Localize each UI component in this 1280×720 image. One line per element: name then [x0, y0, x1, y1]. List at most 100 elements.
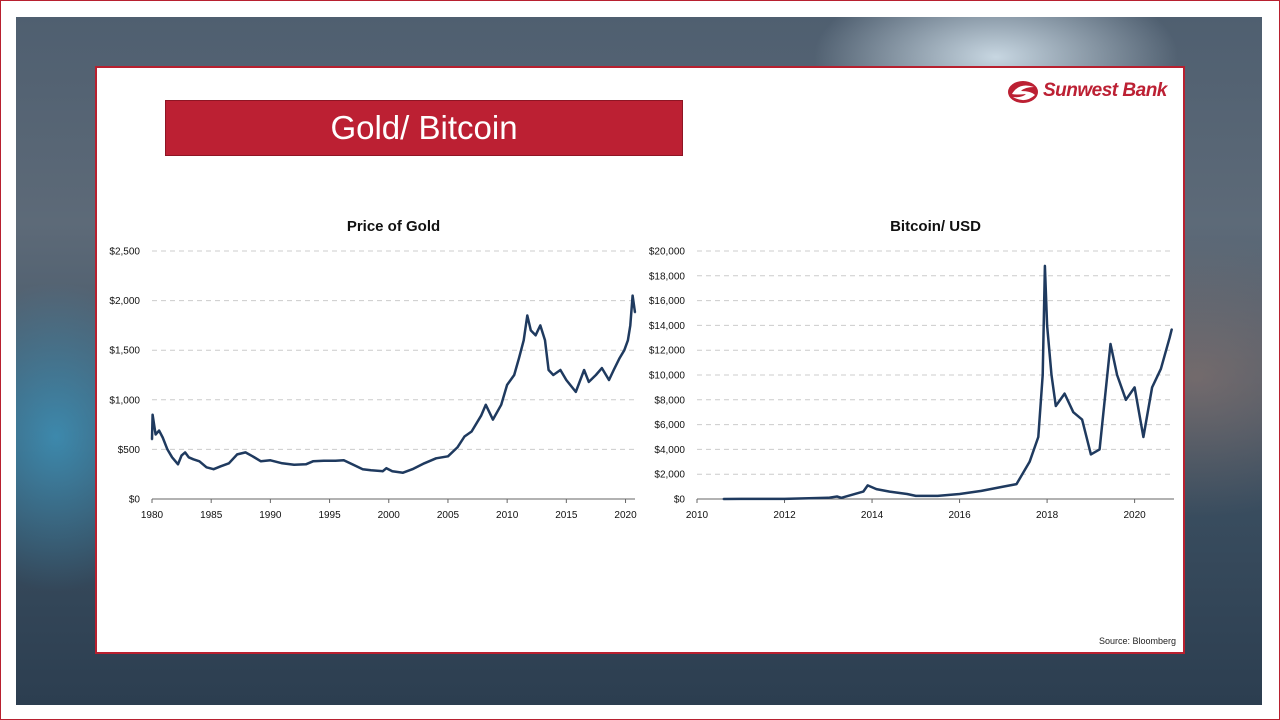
- data-point: [1133, 386, 1136, 389]
- data-point: [205, 466, 208, 469]
- data-point: [1142, 436, 1145, 438]
- data-point: [361, 468, 364, 471]
- data-point: [539, 324, 542, 327]
- data-point: [1168, 336, 1171, 339]
- data-point: [244, 451, 247, 454]
- data-point: [342, 459, 345, 462]
- data-point: [411, 468, 414, 471]
- data-point: [1109, 343, 1112, 345]
- logo-text: Sunwest Bank: [1043, 80, 1167, 101]
- data-point: [198, 460, 201, 463]
- data-point: [435, 457, 438, 460]
- y-tick-label: $0: [129, 495, 141, 506]
- gold-price-chart: Price of Gold $0 $500 $1,000 $1,500 $2,000 $2,…: [109, 218, 637, 521]
- y-tick-label: $2,000: [109, 296, 140, 307]
- data-point: [269, 459, 272, 462]
- data-point: [1151, 386, 1154, 389]
- data-point: [587, 381, 590, 383]
- logo-swoosh-icon: [1008, 81, 1038, 103]
- data-point: [151, 413, 154, 416]
- data-point: [1124, 398, 1127, 401]
- data-point: [423, 462, 426, 465]
- x-tick-label: 2020: [1123, 510, 1146, 521]
- data-point: [251, 455, 254, 458]
- x-tick-label: 1995: [318, 510, 341, 521]
- data-point: [866, 484, 869, 487]
- data-point: [187, 456, 190, 459]
- data-point: [862, 490, 865, 493]
- data-point: [629, 324, 632, 327]
- data-point: [391, 470, 394, 473]
- data-point: [1044, 264, 1046, 267]
- data-point: [177, 463, 179, 466]
- data-point: [608, 379, 610, 381]
- data-point: [565, 379, 568, 381]
- data-point: [980, 490, 983, 492]
- chart-title: Price of Gold: [347, 218, 440, 235]
- data-point: [626, 339, 629, 342]
- y-tick-label: $1,000: [109, 395, 140, 406]
- data-point: [1015, 483, 1018, 486]
- y-tick-label: $1,500: [109, 346, 140, 357]
- data-point: [547, 369, 550, 371]
- sunwest-bank-logo: Sunwest Bank: [1007, 78, 1173, 108]
- data-point: [228, 462, 230, 465]
- data-point: [1041, 374, 1044, 376]
- data-point: [574, 390, 577, 393]
- bitcoin-usd-chart: Bitcoin/ USD $0 $2,000 $4,000 $6,000 $8,000 $1…: [649, 218, 1174, 521]
- data-point: [1081, 418, 1084, 421]
- y-tick-label: $4,000: [654, 445, 685, 456]
- y-tick-label: $500: [118, 445, 141, 456]
- data-point: [151, 438, 153, 441]
- y-tick-label: $16,000: [649, 296, 686, 307]
- data-point: [522, 339, 525, 342]
- data-point: [219, 465, 222, 468]
- y-tick-label: $20,000: [649, 247, 686, 258]
- data-point: [1002, 485, 1005, 488]
- data-point: [526, 314, 529, 317]
- series-line: [150, 294, 637, 474]
- data-point: [381, 470, 384, 473]
- data-point: [334, 459, 337, 462]
- data-point: [612, 369, 615, 371]
- y-tick-label: $10,000: [649, 371, 686, 382]
- data-point: [906, 493, 908, 495]
- y-tick-label: $0: [674, 495, 686, 506]
- data-point: [192, 458, 195, 461]
- data-point: [456, 446, 459, 449]
- data-point: [827, 496, 830, 499]
- data-point: [1037, 436, 1040, 438]
- data-point: [480, 414, 483, 417]
- x-tick-label: 2015: [555, 510, 578, 521]
- data-point: [544, 339, 546, 342]
- data-point: [1159, 367, 1162, 370]
- data-point: [600, 367, 603, 369]
- x-tick-label: 2000: [378, 510, 401, 521]
- data-point: [595, 374, 597, 376]
- data-point: [1085, 436, 1088, 438]
- data-point: [304, 463, 307, 466]
- data-point: [500, 403, 503, 406]
- data-point: [322, 459, 325, 462]
- data-point: [506, 384, 509, 386]
- source-note: Source: Bloomberg: [1098, 636, 1176, 646]
- x-tick-label: 2005: [437, 510, 460, 521]
- data-point: [783, 497, 786, 500]
- data-point: [1072, 411, 1075, 414]
- data-point: [634, 311, 636, 314]
- data-point: [154, 433, 157, 436]
- x-tick-label: 1990: [259, 510, 282, 521]
- data-point: [212, 468, 215, 471]
- data-point: [260, 460, 262, 463]
- data-point: [518, 357, 520, 360]
- data-point: [370, 469, 372, 472]
- data-point: [293, 463, 295, 466]
- data-point: [840, 496, 843, 499]
- y-tick-label: $12,000: [649, 346, 686, 357]
- data-point: [513, 374, 516, 376]
- data-point: [936, 495, 939, 497]
- data-point: [161, 436, 164, 439]
- y-tick-label: $14,000: [649, 321, 686, 332]
- data-point: [352, 463, 355, 466]
- data-point: [623, 349, 626, 352]
